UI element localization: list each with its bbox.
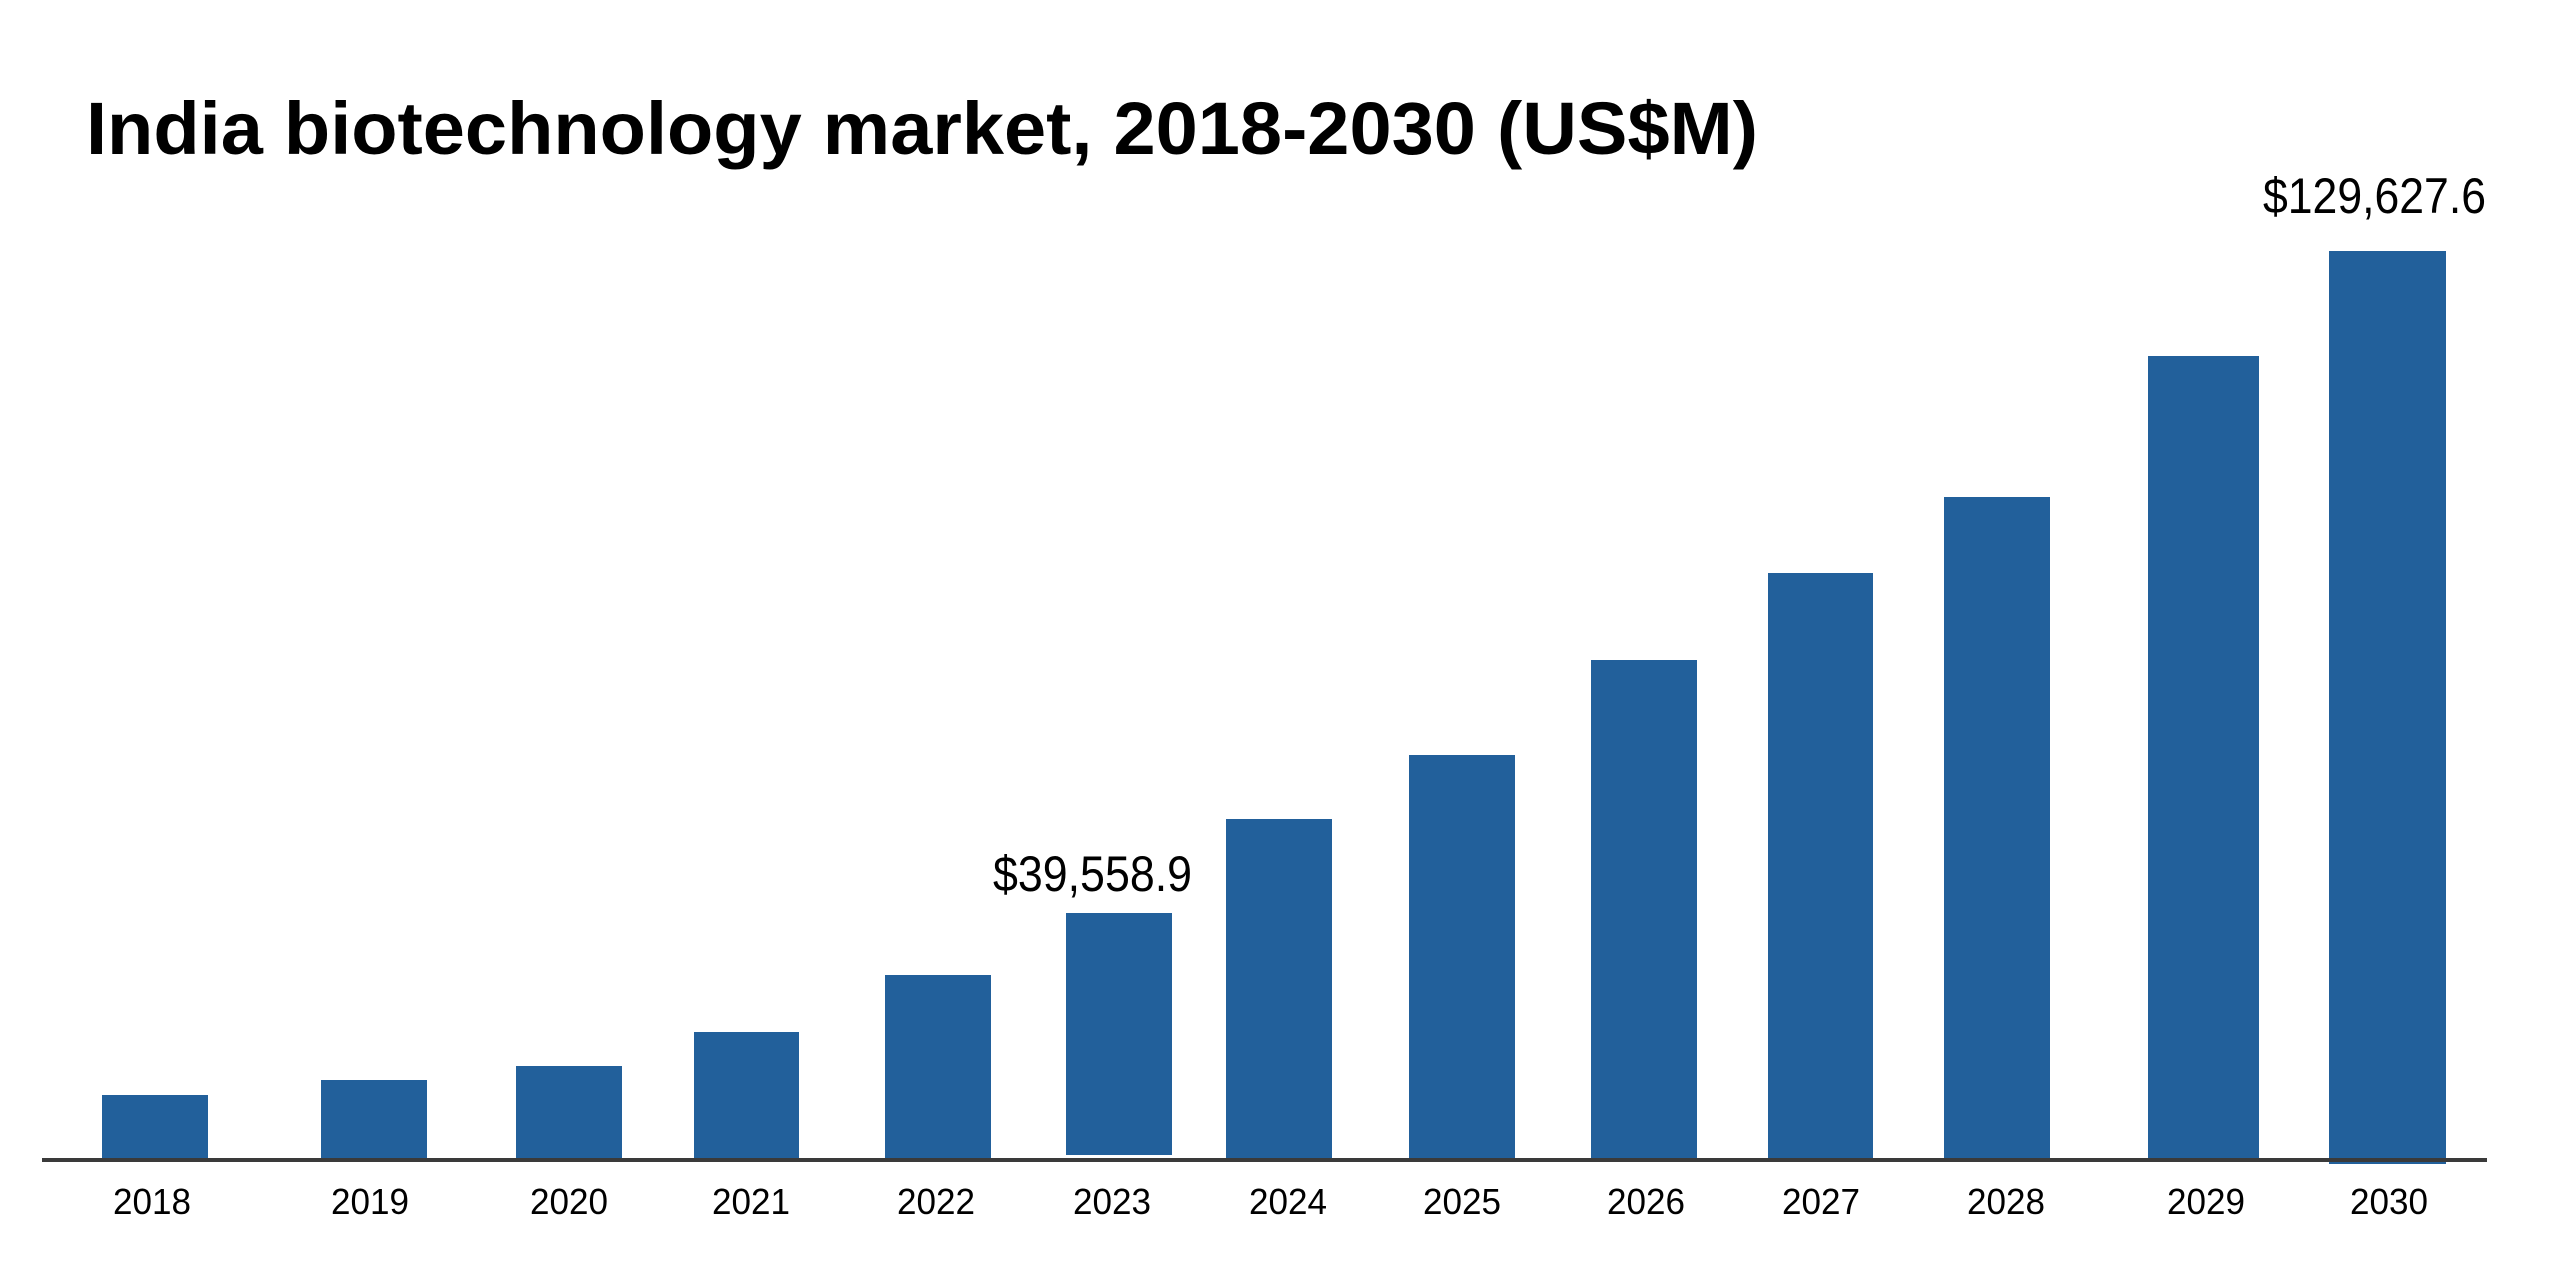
bar-2018: [102, 1095, 208, 1160]
x-tick-label-2024: 2024: [1249, 1181, 1327, 1222]
bar-2021: [694, 1032, 799, 1160]
bar-2026: [1591, 660, 1697, 1160]
x-tick-label-2023: 2023: [1073, 1181, 1151, 1222]
bar-2019: [321, 1080, 427, 1160]
bar-2022: [885, 975, 991, 1160]
bar-2020: [516, 1066, 622, 1162]
x-axis-line: [42, 1158, 2487, 1162]
bar-2024: [1226, 819, 1332, 1160]
bar-2028: [1944, 497, 2050, 1160]
x-tick-label-2022: 2022: [897, 1181, 975, 1222]
x-tick-label-2018: 2018: [113, 1181, 191, 1222]
x-tick-label-2020: 2020: [530, 1181, 608, 1222]
bar-2023: [1066, 913, 1172, 1155]
x-axis-tick-labels: 2018 2019 2020 2021 2022 2023 2024 2025 2026 2027…: [113, 1181, 2428, 1222]
x-tick-label-2029: 2029: [2167, 1181, 2245, 1222]
x-tick-label-2027: 2027: [1782, 1181, 1860, 1222]
value-annotations: $39,558.9 $129,627.6: [993, 168, 2486, 902]
chart-title: India biotechnology market, 2018-2030 (U…: [86, 87, 1758, 170]
bars: [102, 251, 2446, 1164]
x-tick-label-2025: 2025: [1423, 1181, 1501, 1222]
x-tick-label-2030: 2030: [2350, 1181, 2428, 1222]
bar-2025: [1409, 755, 1515, 1160]
bar-2030: [2329, 251, 2446, 1164]
value-label-2030: $129,627.6: [2263, 168, 2486, 224]
x-tick-label-2026: 2026: [1607, 1181, 1685, 1222]
x-tick-label-2028: 2028: [1967, 1181, 2045, 1222]
x-tick-label-2021: 2021: [712, 1181, 790, 1222]
value-label-2023: $39,558.9: [993, 846, 1192, 902]
x-tick-label-2019: 2019: [331, 1181, 409, 1222]
bar-2029: [2148, 356, 2259, 1160]
bar-2027: [1768, 573, 1873, 1160]
